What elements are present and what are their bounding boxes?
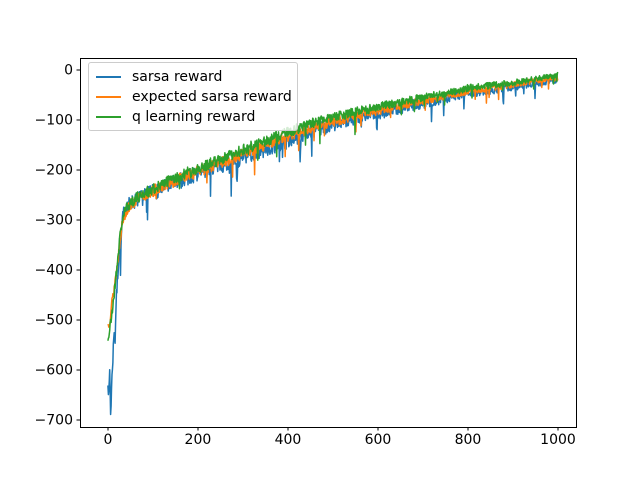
legend-line-sample-sarsa [96,76,121,78]
plot-frame [80,58,577,428]
y-tick-label: −300 [35,213,73,229]
y-tick-label: −600 [35,363,73,379]
x-tick-label: 0 [103,432,112,448]
legend-label-q-learning: q learning reward [132,109,256,125]
y-tick-label: −200 [35,163,73,179]
legend-line-sample-expected-sarsa [96,96,121,98]
x-tick-label: 1000 [540,432,576,448]
x-tick-label: 200 [185,432,212,448]
y-tick-label: −500 [35,313,73,329]
legend-label-sarsa: sarsa reward [132,69,223,85]
legend-item-expected-sarsa-reward: expected sarsa reward [96,87,292,107]
legend-item-sarsa-reward: sarsa reward [96,67,291,87]
legend: sarsa reward expected sarsa reward q lea… [88,62,298,131]
y-tick-label: 0 [64,63,73,79]
y-tick-label: −400 [35,263,73,279]
x-tick-label: 600 [365,432,392,448]
y-tick-label: −100 [35,113,73,129]
legend-label-expected-sarsa: expected sarsa reward [132,89,292,105]
line-q-learning-reward [107,71,559,341]
x-tick-label: 800 [455,432,482,448]
legend-line-sample-q-learning [96,116,121,118]
legend-item-q-learning-reward: q learning reward [96,107,291,127]
y-tick-label: −700 [35,413,73,429]
x-tick-label: 400 [275,432,302,448]
